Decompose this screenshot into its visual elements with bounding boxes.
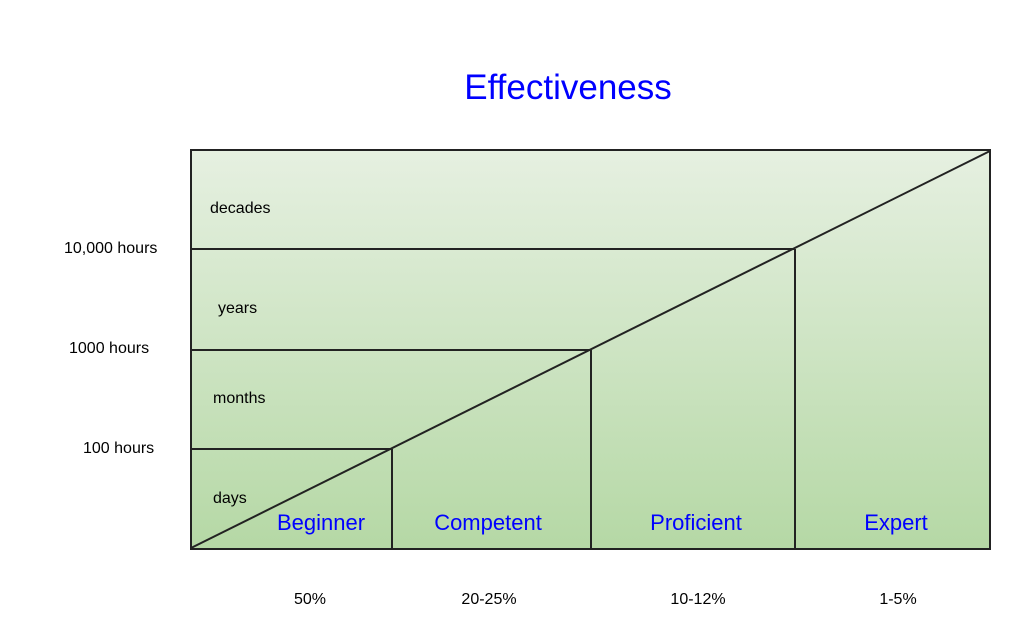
percentage-beginner: 50% bbox=[293, 591, 327, 608]
percentage-expert: 1-5% bbox=[879, 591, 917, 608]
percentage-proficient: 10-12% bbox=[670, 591, 726, 608]
y-label-100-hours: 100 hours bbox=[83, 440, 155, 457]
level-label-beginner: Beginner bbox=[276, 510, 366, 535]
diagram-title: Effectiveness bbox=[464, 68, 672, 107]
band-label-months: months bbox=[213, 390, 266, 407]
band-label-decades: decades bbox=[210, 200, 271, 217]
y-label-10000-hours: 10,000 hours bbox=[64, 240, 158, 257]
level-label-proficient: Proficient bbox=[650, 510, 742, 535]
y-label-1000-hours: 1000 hours bbox=[69, 340, 150, 357]
effectiveness-diagonal bbox=[190, 150, 991, 549]
level-label-expert: Expert bbox=[864, 510, 928, 535]
band-label-years: years bbox=[218, 300, 258, 317]
percentage-competent: 20-25% bbox=[461, 591, 517, 608]
level-label-competent: Competent bbox=[434, 510, 542, 535]
band-label-days: days bbox=[213, 490, 247, 507]
